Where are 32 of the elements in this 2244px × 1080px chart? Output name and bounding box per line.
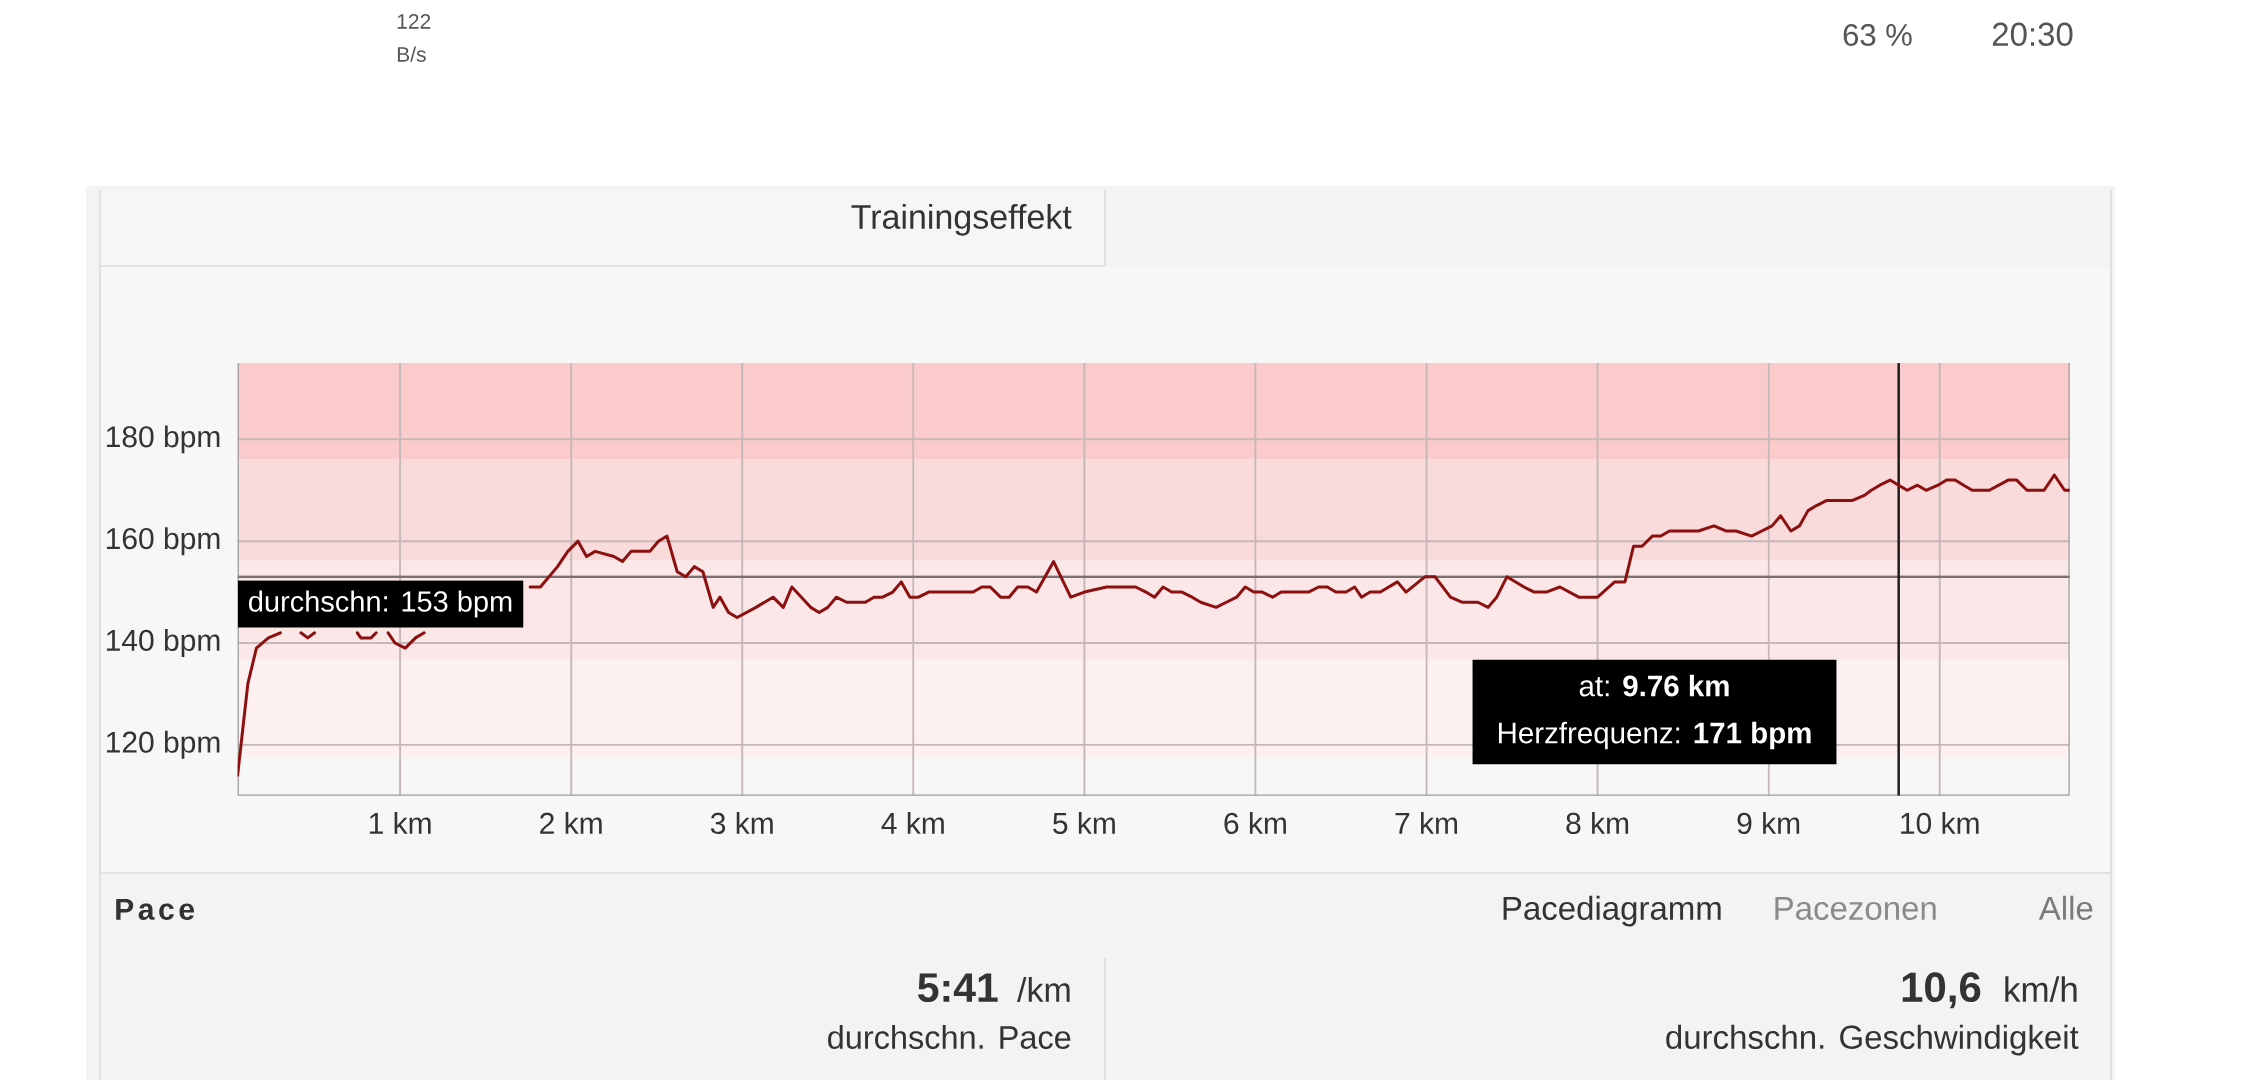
- x-tick-label: 8 km: [1566, 811, 1629, 834]
- text: 5:41: [918, 973, 998, 1003]
- annotation: at: 9.76 km: [1579, 674, 1729, 697]
- text: 63 %: [1843, 23, 1912, 46]
- text: /km: [1017, 977, 1070, 1002]
- x-tick-label: 3 km: [710, 811, 773, 834]
- text: 20:30: [1992, 22, 2073, 46]
- y-tick-label: 140 bpm: [106, 629, 220, 657]
- x-tick-label: 7 km: [1395, 811, 1458, 834]
- x-tick-label: 5 km: [1053, 811, 1115, 834]
- x-tick-label: 1 km: [369, 811, 431, 834]
- text: 122: [397, 13, 431, 29]
- x-tick-label: 4 km: [881, 811, 944, 834]
- text: durchschn. Pace: [828, 1025, 1071, 1049]
- text: durchschn. Geschwindigkeit: [1666, 1024, 2079, 1056]
- x-tick-label: 9 km: [1737, 811, 1800, 834]
- text: 10,6: [1902, 972, 1981, 1009]
- x-tick-label: 6 km: [1224, 811, 1286, 834]
- y-tick-label: 160 bpm: [106, 527, 220, 556]
- text: km/h: [2005, 976, 2077, 1002]
- text: Pacediagramm: [1503, 895, 1721, 927]
- y-tick-label: 180 bpm: [106, 425, 220, 454]
- annotation: Herzfrequenz: 171 bpm: [1498, 721, 1811, 750]
- text: B/s: [397, 46, 426, 62]
- text: Trainingseffekt: [851, 204, 1072, 236]
- x-tick-label: 10 km: [1901, 811, 1979, 834]
- text: Pacezonen: [1775, 896, 1936, 920]
- y-tick-label: 120 bpm: [106, 730, 220, 759]
- ref-line-label: durchschn: 153 bpm: [249, 590, 512, 618]
- text: Pace: [116, 899, 195, 920]
- x-tick-label: 2 km: [540, 811, 602, 834]
- text: Alle: [2038, 895, 2093, 920]
